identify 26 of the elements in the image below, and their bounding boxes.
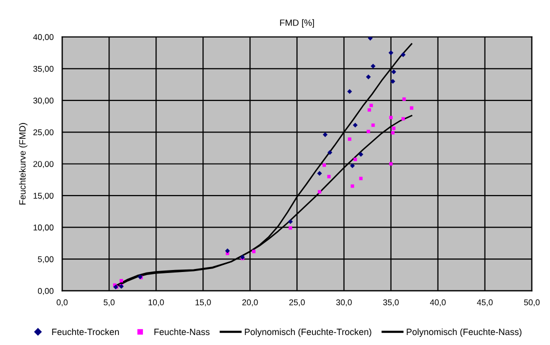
- x-tick-label: 0,0: [56, 299, 68, 306]
- chart-title: FMD [%]: [280, 19, 314, 28]
- x-tick-label: 20,0: [242, 299, 258, 306]
- x-tick-label: 30,0: [336, 299, 352, 306]
- y-tick-label: 0,00: [38, 288, 54, 295]
- legend-label: Feuchte-Trocken: [52, 328, 119, 336]
- legend-label: Polynomisch (Feuchte-Nass): [406, 328, 522, 337]
- y-tick-label: 40,00: [33, 34, 54, 41]
- y-tick-label: 5,00: [38, 256, 54, 264]
- x-tick-label: 50,0: [524, 299, 540, 306]
- x-tick-label: 35,0: [383, 299, 399, 306]
- y-tick-label: 35,00: [33, 66, 54, 73]
- x-tick-label: 15,0: [196, 299, 211, 306]
- x-tick-label: 45,0: [476, 299, 493, 306]
- y-tick-label: 30,00: [33, 98, 54, 104]
- y-tick-label: 15,00: [34, 192, 54, 200]
- x-tick-label: 25,0: [289, 299, 305, 306]
- y-tick-label: 25,00: [33, 129, 54, 136]
- x-tick-label: 5,0: [104, 299, 115, 306]
- legend-label: Feuchte-Nass: [154, 328, 210, 336]
- x-tick-label: 40,0: [430, 299, 446, 306]
- y-axis-title: Feuchtekurve (FMD): [18, 123, 28, 205]
- y-tick-label: 10,00: [34, 224, 54, 232]
- y-tick-label: 20,00: [33, 161, 54, 168]
- legend-label: Polynomisch (Feuchte-Trocken): [244, 328, 372, 337]
- x-tick-label: 10,0: [148, 299, 164, 306]
